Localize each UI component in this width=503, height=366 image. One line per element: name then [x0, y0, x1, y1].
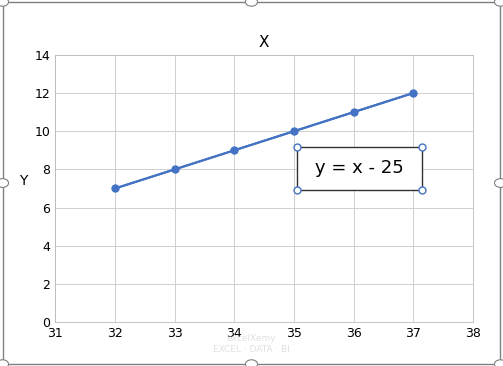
Text: excelXemy
EXCEL · DATA · BI: excelXemy EXCEL · DATA · BI: [213, 334, 290, 354]
FancyBboxPatch shape: [297, 146, 422, 190]
Title: X: X: [259, 34, 269, 49]
Y-axis label: Y: Y: [19, 175, 28, 188]
Text: y = x - 25: y = x - 25: [315, 160, 404, 178]
